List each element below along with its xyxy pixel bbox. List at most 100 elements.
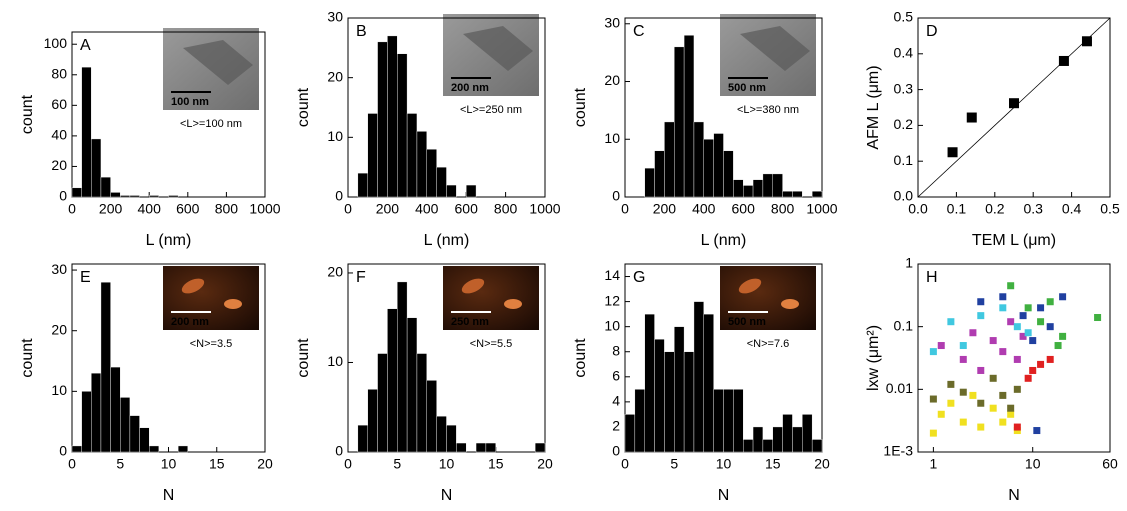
inset-flake	[504, 299, 522, 309]
y-tick-label: 40	[51, 127, 67, 143]
x-tick-label: 400	[415, 201, 439, 217]
panel-label: D	[926, 23, 938, 40]
scatter-point	[959, 342, 967, 350]
y-tick-label: 0.2	[894, 116, 914, 132]
scale-bar-label: 100 nm	[171, 96, 209, 108]
histogram-bar	[357, 424, 368, 453]
histogram-bar	[811, 191, 823, 198]
x-tick-label: 0.1	[947, 201, 967, 217]
histogram-bar	[446, 184, 457, 198]
y-axis-label: lxw (μm²)	[865, 325, 882, 391]
scatter-point	[1094, 314, 1102, 322]
y-tick-label: 10	[604, 317, 620, 333]
y-tick-label: 0.1	[894, 152, 914, 168]
panel-label: E	[80, 269, 91, 286]
scatter-point	[977, 298, 985, 306]
x-axis-label: N	[163, 487, 175, 504]
y-axis-label: count	[19, 94, 36, 134]
y-tick-label: 0	[612, 188, 620, 204]
histogram-bar	[446, 424, 457, 453]
scatter-point	[1013, 385, 1021, 393]
histogram-bar	[148, 195, 160, 198]
scatter-point	[959, 388, 967, 396]
x-tick-label: 20	[814, 456, 830, 472]
x-tick-label: 0	[344, 201, 352, 217]
x-tick-label: 5	[116, 456, 124, 472]
scatter-point	[947, 399, 955, 407]
panel-label: F	[356, 269, 366, 286]
y-tick-label: 4	[612, 393, 620, 409]
x-tick-label: 60	[1102, 456, 1118, 472]
x-tick-label: 0	[621, 456, 629, 472]
histogram-bar	[752, 179, 764, 198]
histogram-bar	[110, 366, 121, 453]
y-tick-label: 20	[327, 264, 343, 280]
scatter-point	[1013, 355, 1021, 363]
histogram-bar	[120, 397, 131, 453]
x-tick-label: 0	[68, 201, 76, 217]
x-tick-label: 15	[488, 456, 504, 472]
histogram-bar	[792, 426, 803, 453]
y-tick-label: 10	[327, 128, 343, 144]
y-tick-label: 80	[51, 65, 67, 81]
y-tick-label: 0	[335, 188, 343, 204]
scatter-point	[989, 374, 997, 382]
x-tick-label: 15	[765, 456, 781, 472]
y-tick-label: 0	[612, 443, 620, 459]
annotation: <L>=380 nm	[737, 104, 799, 116]
histogram-bar	[406, 113, 418, 198]
histogram-bar	[91, 372, 102, 453]
plot-frame	[917, 17, 1111, 198]
x-tick-label: 0.3	[1023, 201, 1043, 217]
x-tick-label: 0.4	[1062, 201, 1082, 217]
histogram-bar	[664, 121, 675, 198]
histogram-bar	[624, 414, 636, 453]
y-axis-label: count	[572, 338, 589, 378]
plot-frame	[917, 263, 1111, 453]
scatter-point	[1033, 427, 1041, 435]
scatter-point	[999, 293, 1007, 301]
panel-label: G	[633, 269, 645, 286]
histogram-bar	[644, 167, 655, 198]
inset-flake	[740, 26, 810, 71]
scatter-point	[1019, 332, 1027, 340]
histogram-bar	[466, 184, 477, 198]
histogram-bar	[367, 389, 378, 453]
scatter-point	[1009, 98, 1019, 109]
histogram-bar	[357, 172, 368, 198]
scatter-point	[999, 418, 1007, 426]
histogram-bar	[397, 281, 408, 453]
histogram-bar	[811, 439, 823, 453]
histogram-bar	[406, 317, 418, 453]
scatter-point	[1024, 374, 1032, 382]
x-axis-label: L (nm)	[701, 232, 747, 249]
scatter-point	[1007, 318, 1015, 326]
panel-label: C	[633, 23, 645, 40]
annotation: <L>=250 nm	[460, 104, 522, 116]
histogram-bar	[772, 173, 783, 198]
histogram-bar	[416, 353, 428, 453]
x-tick-label: 600	[455, 201, 479, 217]
histogram-bar	[426, 380, 437, 453]
scatter-point	[999, 304, 1007, 312]
histogram-bar	[397, 53, 408, 198]
x-tick-label: 200	[376, 201, 400, 217]
y-tick-label: 0	[59, 443, 67, 459]
y-tick-label: 8	[612, 342, 620, 358]
x-tick-label: 5	[393, 456, 401, 472]
histogram-bar	[168, 195, 179, 198]
scatter-point	[1024, 304, 1032, 312]
scatter-point	[1019, 312, 1027, 320]
scatter-point	[1046, 323, 1054, 331]
x-tick-label: 10	[161, 456, 177, 472]
inset-image	[163, 266, 259, 330]
scatter-point	[1007, 410, 1015, 418]
scatter-point	[1059, 332, 1067, 340]
histogram-bar	[426, 149, 437, 198]
annotation: <N>=3.5	[190, 338, 233, 350]
inset-flake	[461, 278, 485, 294]
inset-image	[443, 266, 539, 330]
scale-bar-label: 500 nm	[728, 316, 766, 328]
scatter-point	[1081, 36, 1092, 47]
scatter-point	[1029, 366, 1037, 374]
